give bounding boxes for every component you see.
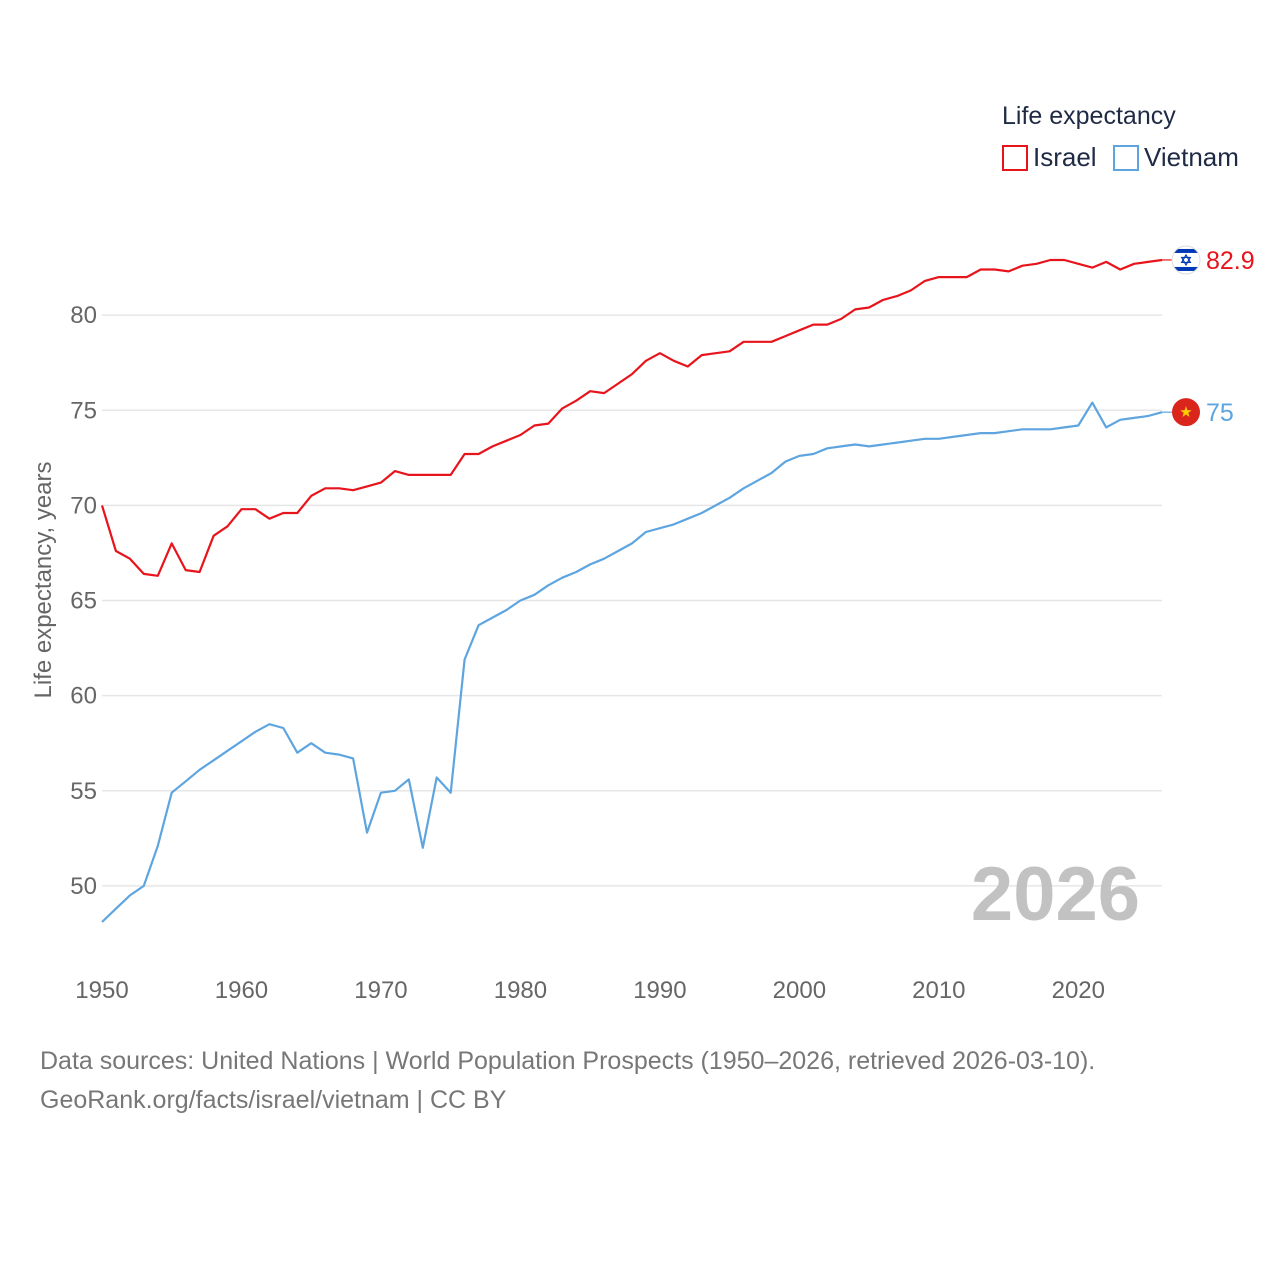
y-tick-label: 50 bbox=[70, 873, 97, 900]
x-tick-label: 1980 bbox=[494, 977, 547, 1004]
israel-flag-icon bbox=[1171, 245, 1201, 275]
data-source-text: Data sources: United Nations | World Pop… bbox=[40, 1047, 1096, 1075]
x-tick-label: 2000 bbox=[773, 977, 826, 1004]
y-tick-label: 80 bbox=[70, 302, 97, 329]
y-tick-label: 55 bbox=[70, 778, 97, 805]
legend-item-israel[interactable]: Israel bbox=[1002, 142, 1097, 172]
end-value-label-israel: 82.9 bbox=[1206, 247, 1255, 275]
series-end-markers: 82.9 75 bbox=[1162, 245, 1255, 427]
legend-title: Life expectancy bbox=[1002, 102, 1176, 130]
legend-item-vietnam[interactable]: Vietnam bbox=[1113, 142, 1239, 172]
x-tick-label: 1990 bbox=[633, 977, 686, 1004]
legend-label-vietnam: Vietnam bbox=[1144, 142, 1239, 172]
series-line-vietnam bbox=[101, 401, 1163, 923]
legend-swatch-vietnam bbox=[1113, 145, 1139, 171]
x-tick-label: 1960 bbox=[215, 977, 268, 1004]
year-marker: 2026 bbox=[971, 852, 1140, 937]
end-value-label-vietnam: 75 bbox=[1206, 399, 1234, 427]
y-tick-label: 75 bbox=[70, 397, 97, 424]
y-tick-label: 70 bbox=[70, 492, 97, 519]
x-axis-ticks: 1950 1960 1970 1980 1990 2000 2010 2020 bbox=[75, 977, 1105, 1004]
y-tick-label: 65 bbox=[70, 588, 97, 615]
y-axis-label: Life expectancy, years bbox=[30, 461, 57, 698]
x-tick-label: 2020 bbox=[1052, 977, 1105, 1004]
y-axis-ticks: 50 55 60 65 70 75 80 bbox=[70, 302, 97, 900]
gridlines bbox=[102, 314, 1162, 887]
series-lines bbox=[100, 258, 1163, 923]
legend-label-israel: Israel bbox=[1033, 142, 1097, 172]
vietnam-flag-icon bbox=[1172, 398, 1200, 427]
x-tick-label: 1970 bbox=[354, 977, 407, 1004]
legend: Life expectancy Israel Vietnam bbox=[1002, 102, 1239, 172]
credit-link[interactable]: GeoRank.org/facts/israel/vietnam | CC BY bbox=[40, 1086, 507, 1114]
legend-swatch-israel bbox=[1002, 145, 1028, 171]
x-tick-label: 1950 bbox=[75, 977, 128, 1004]
footer: Data sources: United Nations | World Pop… bbox=[40, 1042, 1095, 1120]
series-line-israel bbox=[100, 258, 1163, 577]
x-tick-label: 2010 bbox=[912, 977, 965, 1004]
y-tick-label: 60 bbox=[70, 683, 97, 710]
